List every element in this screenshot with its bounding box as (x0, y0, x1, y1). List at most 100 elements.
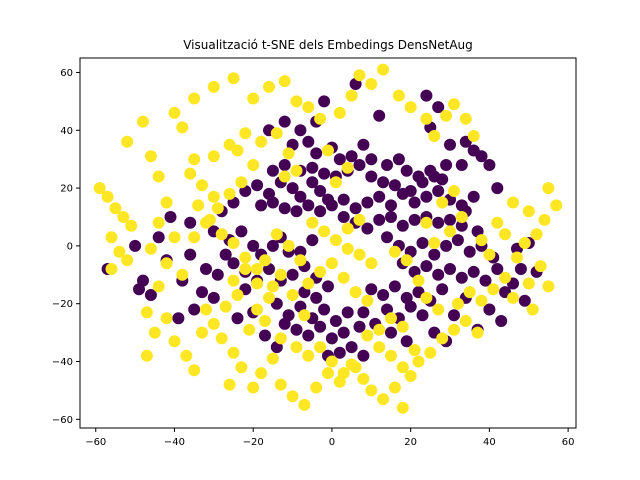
data-point-series-0-77 (247, 239, 260, 252)
data-point-series-1-55 (463, 286, 476, 299)
data-point-series-1-95 (428, 130, 441, 142)
data-point-series-1-142 (475, 234, 488, 247)
data-point-series-0-114 (479, 274, 492, 287)
data-point-series-1-68 (215, 228, 228, 241)
data-point-series-0-68 (396, 219, 409, 232)
data-point-series-1-25 (196, 326, 208, 339)
data-point-series-1-62 (526, 303, 539, 316)
data-point-series-1-20 (140, 349, 153, 362)
data-point-series-1-177 (444, 225, 456, 238)
data-point-series-1-61 (542, 280, 555, 293)
data-point-series-1-52 (459, 315, 472, 327)
data-point-series-0-153 (196, 286, 208, 299)
data-point-series-1-82 (263, 80, 275, 93)
data-point-series-0-60 (416, 176, 429, 189)
data-point-series-1-150 (259, 315, 271, 327)
data-point-series-0-141 (314, 320, 327, 333)
data-point-series-1-129 (227, 72, 240, 85)
data-point-series-1-73 (207, 150, 220, 163)
data-point-series-0-185 (152, 231, 165, 244)
data-point-series-1-47 (404, 370, 417, 382)
data-point-series-1-169 (385, 312, 397, 325)
data-point-series-1-91 (377, 63, 390, 76)
data-point-series-1-86 (314, 112, 327, 125)
data-point-series-1-117 (294, 254, 307, 267)
data-point-series-1-72 (188, 153, 201, 166)
data-point-series-1-45 (388, 381, 401, 394)
data-point-series-1-148 (388, 245, 401, 258)
data-point-series-1-92 (392, 89, 405, 102)
data-point-series-1-163 (373, 341, 386, 354)
data-point-series-0-125 (404, 300, 417, 313)
data-point-series-0-8 (381, 159, 393, 171)
data-point-series-0-35 (337, 193, 350, 206)
data-point-series-1-66 (192, 199, 205, 212)
data-point-series-1-16 (176, 268, 189, 281)
data-point-series-0-5 (345, 150, 358, 163)
data-point-series-1-63 (184, 167, 197, 180)
y-tick-label: 60 (60, 68, 73, 79)
data-point-series-0-173 (514, 263, 527, 275)
data-point-series-1-175 (448, 185, 460, 197)
data-point-series-1-174 (436, 196, 449, 209)
data-point-series-0-1 (302, 135, 315, 148)
data-point-series-1-137 (534, 260, 547, 273)
data-point-series-1-164 (385, 349, 397, 362)
data-point-series-1-134 (530, 228, 543, 241)
data-point-series-1-32 (247, 381, 260, 394)
data-point-series-1-156 (274, 332, 287, 345)
data-point-series-1-179 (428, 237, 441, 249)
data-point-series-0-154 (188, 303, 201, 316)
data-point-series-0-37 (361, 196, 374, 209)
data-point-series-0-186 (172, 312, 185, 325)
data-point-series-1-81 (247, 92, 260, 105)
y-tick-label: −60 (52, 415, 73, 426)
data-point-series-1-48 (412, 355, 425, 368)
data-point-series-0-66 (373, 213, 386, 226)
data-point-series-0-176 (518, 294, 531, 307)
data-point-series-1-182 (274, 268, 287, 281)
data-point-series-1-76 (255, 135, 268, 148)
data-point-series-0-34 (325, 199, 338, 212)
data-point-series-0-63 (337, 211, 350, 223)
data-point-series-1-24 (188, 364, 201, 377)
data-point-series-1-43 (365, 384, 378, 397)
data-point-series-1-127 (188, 92, 201, 105)
data-point-series-0-82 (219, 248, 232, 261)
data-point-series-1-135 (518, 237, 531, 249)
data-point-series-0-33 (314, 205, 327, 218)
data-point-series-0-197 (164, 211, 177, 223)
data-point-series-1-181 (286, 289, 299, 301)
data-point-series-1-94 (420, 112, 433, 125)
data-point-series-1-173 (322, 144, 334, 157)
data-point-series-0-194 (278, 115, 291, 128)
data-point-series-0-140 (302, 329, 315, 342)
data-point-series-0-138 (353, 320, 366, 333)
data-point-series-1-6 (113, 245, 126, 258)
data-point-series-1-168 (373, 323, 386, 336)
data-point-series-1-27 (200, 303, 212, 316)
data-point-series-1-158 (302, 349, 315, 362)
data-point-series-1-141 (499, 228, 512, 241)
data-point-series-0-139 (290, 323, 303, 336)
data-point-series-1-11 (160, 196, 173, 209)
data-point-series-1-33 (255, 367, 268, 380)
data-point-series-1-170 (396, 320, 409, 333)
data-point-series-1-29 (227, 346, 240, 359)
data-point-series-1-183 (263, 291, 275, 304)
data-point-series-1-15 (160, 257, 173, 270)
data-point-series-1-131 (507, 196, 519, 209)
data-point-series-1-172 (341, 161, 354, 174)
data-point-series-0-117 (377, 289, 390, 301)
data-point-series-1-39 (322, 367, 334, 380)
data-point-series-0-72 (444, 213, 456, 226)
data-point-series-0-183 (448, 309, 460, 322)
x-tick-label: −40 (164, 437, 185, 448)
data-point-series-1-70 (239, 251, 252, 264)
data-point-series-0-73 (455, 219, 468, 232)
data-point-series-1-104 (211, 202, 224, 215)
data-point-series-0-41 (408, 196, 421, 209)
data-point-series-1-143 (483, 248, 496, 261)
data-point-series-1-93 (404, 101, 417, 114)
